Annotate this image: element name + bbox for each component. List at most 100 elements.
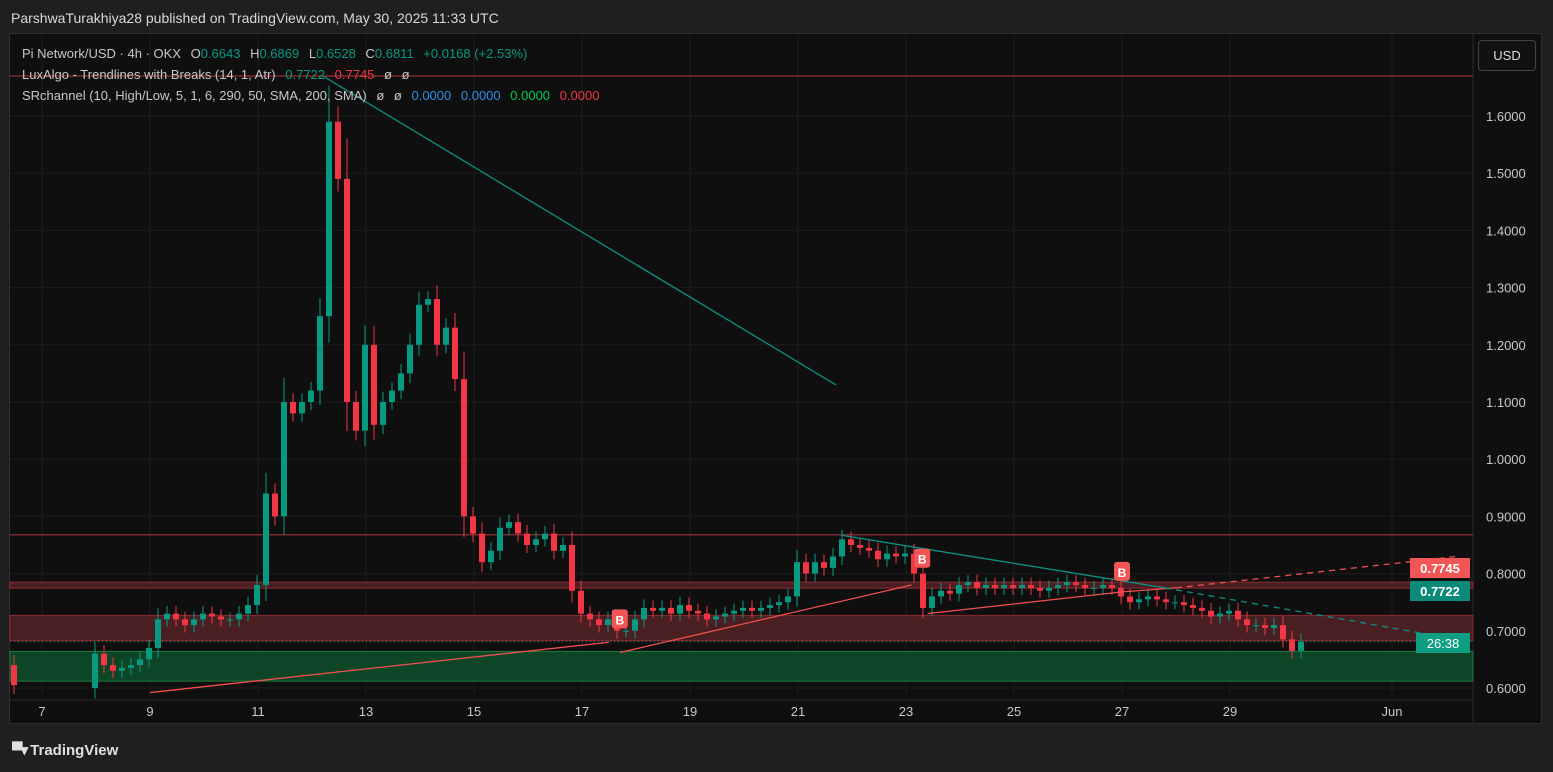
currency-button[interactable]: USD [1478,40,1536,71]
candle-body [803,562,809,574]
candle-body [1082,585,1088,588]
candle-body [1217,613,1223,617]
tradingview-logo-text: TradingView [30,741,119,759]
break-marker [1114,561,1130,581]
candle-body [875,550,881,560]
indicator-title[interactable]: SRchannel (10, High/Low, 5, 1, 6, 290, 5… [22,88,367,103]
candle-body [1127,596,1133,603]
candle-body [1172,602,1178,604]
candle-body [650,607,656,611]
low-label: L [308,46,317,61]
candle-body [776,602,782,606]
break-marker-label: B [1118,566,1127,580]
candle-body [164,613,170,620]
candle-body [272,493,278,517]
indicator-legend-srchannel[interactable]: SRchannel (10, High/Low, 5, 1, 6, 290, 5… [22,88,605,103]
candle-body [1253,625,1259,627]
close-value: 0.6811 [374,46,414,61]
x-tick-label: 9 [146,704,153,719]
candle-body [596,619,602,626]
candle-body [362,344,368,431]
tradingview-logo[interactable]: ▀▾ TradingView [12,741,119,760]
candle-body [110,665,116,671]
candle-body [560,545,566,551]
indicator-title[interactable]: LuxAlgo - Trendlines with Breaks (14, 1,… [22,67,276,82]
y-tick-label: 1.1000 [1486,395,1526,410]
indicator-value: 0.0000 [559,88,600,103]
candle-body [839,539,845,557]
break-marker [611,609,628,629]
candle-body [569,545,575,591]
candle-body [632,619,638,631]
candle-body [659,607,665,611]
candle-body [1235,610,1241,620]
candle-body [992,585,998,588]
candle-body [668,607,674,614]
candle-body [443,327,449,345]
y-tick-label: 1.2000 [1486,338,1526,353]
candle-body [497,527,503,551]
candle-body [587,613,593,620]
candle-body [389,390,395,402]
candle-body [101,653,107,666]
candle-body [1190,605,1196,608]
indicator-value: 0.0000 [411,88,452,103]
candle-body [200,613,206,620]
break-marker-label: B [615,613,624,627]
candle-body [1280,625,1286,640]
candle-body [317,316,323,391]
candle-body [344,178,350,402]
candle-body [209,613,215,617]
y-tick-label: 0.8000 [1486,567,1526,582]
candle-body [506,522,512,528]
candle-body [1055,585,1061,588]
candle-body [1145,596,1151,600]
candle-body [1037,587,1043,591]
candle-body [1064,582,1070,586]
sr-zone-red-zone [9,614,1474,642]
candle-body [848,539,854,545]
candle-body [740,607,746,611]
candle-body [911,553,917,574]
candle-body [407,344,413,374]
y-tick-label: 1.0000 [1486,452,1526,467]
candle-body [623,630,629,632]
candle-body [1289,639,1295,651]
candle-body [902,553,908,557]
candle-body [1091,587,1097,589]
indicator-legend-luxalgo[interactable]: LuxAlgo - Trendlines with Breaks (14, 1,… [22,67,416,82]
break-marker [914,548,931,568]
candle-body [128,665,134,668]
candle-body [578,590,584,614]
trendline-red [927,591,1123,615]
candle-body [191,619,197,626]
candle-body [767,605,773,608]
trendline-red [149,641,610,694]
symbol-title[interactable]: Pi Network/USD · 4h · OKX [22,46,181,61]
y-tick-label: 1.6000 [1486,109,1526,124]
publisher-line: ParshwaTurakhiya28 published on TradingV… [11,10,499,26]
open-label: O [190,46,201,61]
candle-body [884,553,890,560]
indicator-value: 0.0000 [460,88,501,103]
candle-body [227,619,233,621]
x-tick-label: 7 [38,704,45,719]
candle-body [893,553,899,557]
high-value: 0.6869 [259,46,300,61]
candle-body [470,516,476,534]
candle-body [965,582,971,586]
y-tick-label: 1.4000 [1486,223,1526,238]
candle-body [398,373,404,391]
candle-body [821,562,827,568]
candle-body [1073,582,1079,586]
close-label: C [365,46,375,61]
candle-body [1019,585,1025,588]
candle-body [155,619,161,648]
high-label: H [250,46,260,61]
candle-body [983,585,989,588]
candle-body [1010,585,1016,588]
trendline-teal [322,75,837,386]
x-tick-label: 23 [899,704,913,719]
x-tick-label: 17 [575,704,589,719]
